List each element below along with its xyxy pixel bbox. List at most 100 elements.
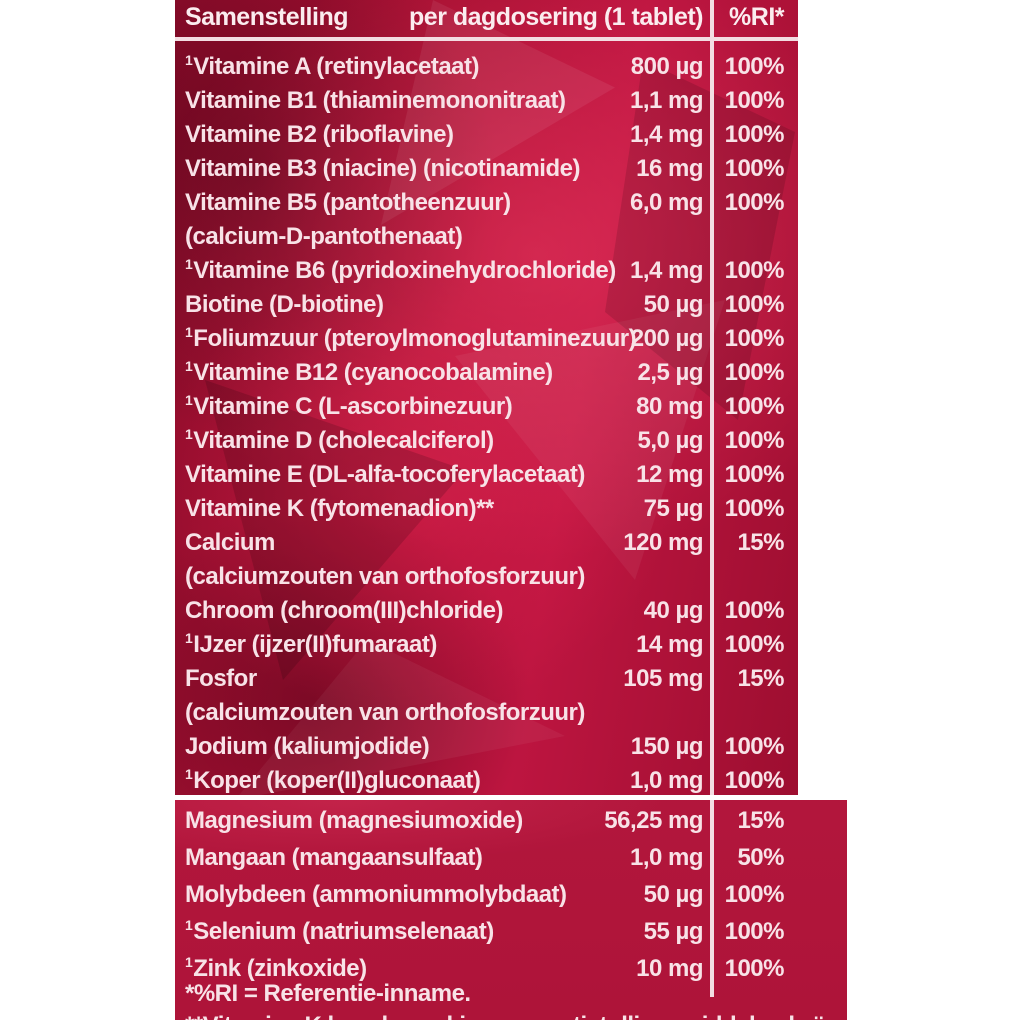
ri-percentage: 15% (737, 665, 784, 692)
nutrient-name: 1 Selenium (natriumselenaat) (185, 916, 494, 945)
footnote-ri-definition: *%RI = Referentie-inname. (185, 980, 471, 1007)
ri-percentage: 100% (724, 291, 785, 318)
nutrient-name: Vitamine E (DL-alfa-tocoferylacetaat) (185, 461, 585, 488)
nutrient-name: Calcium (185, 529, 275, 556)
nutrient-name: Chroom (chroom(III)chloride) (185, 597, 504, 624)
ri-percentage (714, 220, 784, 254)
amount-per-dose: 16 mg (636, 155, 703, 182)
ri-percentage: 100% (724, 427, 785, 454)
ri-percentage: 100% (724, 733, 785, 760)
table-row: Vitamine B5 (pantotheenzuur) 6,0 mg 100% (175, 186, 798, 220)
ri-percentage: 100% (724, 495, 785, 522)
composition-table-extra: Magnesium (magnesiumoxide) 56,25 mg 15% Man… (175, 800, 847, 1020)
ri-percentage: 100% (724, 155, 785, 182)
amount-per-dose (495, 696, 703, 730)
table-row: 1 Vitamine B6 (pyridoxinehydrochloride) 1,… (175, 254, 798, 288)
nutrient-name: Magnesium (magnesiumoxide) (185, 806, 523, 834)
table-row: 1 Vitamine C (L-ascorbinezuur) 80 mg 100% (175, 390, 798, 424)
nutrient-name: 1 Vitamine B12 (cyanocobalamine) (185, 358, 553, 386)
table-row: Fosfor 105 mg 15% (175, 662, 798, 696)
amount-per-dose: 105 mg (623, 665, 703, 692)
nutrient-name: Vitamine B3 (niacine) (nicotinamide) (185, 155, 580, 182)
table-row: Jodium (kaliumjodide) 150 µg 100% (175, 730, 798, 764)
table-row: Vitamine B3 (niacine) (nicotinamide) 16 m… (175, 152, 798, 186)
nutrient-name: Fosfor (185, 665, 257, 692)
ri-percentage: 100% (724, 880, 785, 908)
nutrient-name: 1 Vitamine C (L-ascorbinezuur) (185, 392, 513, 420)
table-row: Molybdeen (ammoniummolybdaat) 50 µg 100% (175, 876, 798, 913)
amount-per-dose: 2,5 µg (637, 359, 703, 386)
table-row: Vitamine B2 (riboflavine) 1,4 mg 100% (175, 118, 798, 152)
ri-percentage: 100% (724, 121, 785, 148)
nutrient-name: 1 Vitamine D (cholecalciferol) (185, 426, 494, 454)
amount-per-dose: 56,25 mg (604, 806, 703, 834)
amount-per-dose: 75 µg (643, 495, 704, 522)
table-row: 1 IJzer (ijzer(II)fumaraat) 14 mg 100% (175, 628, 798, 662)
amount-per-dose: 200 µg (630, 325, 704, 352)
amount-per-dose: 150 µg (630, 733, 704, 760)
nutrient-name: Molybdeen (ammoniummolybdaat) (185, 880, 567, 908)
nutrient-name: 1 IJzer (ijzer(II)fumaraat) (185, 630, 437, 658)
amount-per-dose: 5,0 µg (637, 427, 703, 454)
nutrient-name: Mangaan (mangaansulfaat) (185, 843, 483, 871)
nutrient-name: 1 Vitamine B6 (pyridoxinehydrochloride) (185, 256, 616, 284)
ri-percentage: 15% (737, 806, 784, 834)
ri-percentage: 100% (724, 87, 785, 114)
amount-per-dose: 1,0 mg (629, 767, 704, 794)
ri-percentage: 100% (724, 359, 785, 386)
column-header-samenstelling: Samenstelling (185, 3, 349, 31)
table-row: (calciumzouten van orthofosforzuur) (175, 696, 798, 730)
table-row: Chroom (chroom(III)chloride) 40 µg 100% (175, 594, 798, 628)
ri-percentage: 100% (724, 597, 785, 624)
ri-percentage: 100% (724, 189, 785, 216)
amount-per-dose: 1,1 mg (629, 87, 704, 114)
table-row: 1 Koper (koper(II)gluconaat) 1,0 mg 100% (175, 764, 798, 795)
table-row: 1 Zink (zinkoxide) 10 mg 100% (175, 950, 798, 987)
ri-percentage: 100% (724, 767, 785, 794)
amount-per-dose (495, 560, 703, 594)
table-row: Magnesium (magnesiumoxide) 56,25 mg 15% (175, 802, 798, 839)
composition-table-main: Samenstelling per dagdosering (1 tablet)… (175, 0, 798, 795)
table-row: Mangaan (mangaansulfaat) 1,0 mg 50% (175, 839, 798, 876)
nutrient-name: Vitamine B5 (pantotheenzuur) (185, 189, 511, 216)
ri-percentage: 100% (724, 917, 785, 945)
table-row: Calcium 120 mg 15% (175, 526, 798, 560)
ri-percentage: 100% (724, 257, 785, 284)
amount-per-dose: 120 mg (623, 529, 703, 556)
ri-percentage: 100% (724, 954, 785, 982)
nutrient-name: (calciumzouten van orthofosforzuur) (185, 699, 585, 726)
ri-percentage: 100% (724, 325, 785, 352)
amount-per-dose: 40 µg (643, 597, 704, 624)
table-row: 1 Vitamine D (cholecalciferol) 5,0 µg 100% (175, 424, 798, 458)
table-row: 1 Foliumzuur (pteroylmonoglutaminezuur) 20… (175, 322, 798, 356)
amount-per-dose: 55 µg (643, 917, 704, 945)
table-row: Biotine (D-biotine) 50 µg 100% (175, 288, 798, 322)
amount-per-dose: 12 mg (636, 461, 703, 488)
header-divider-line (175, 37, 798, 41)
nutrient-name: 1 Koper (koper(II)gluconaat) (185, 766, 481, 794)
main-rows: 1 Vitamine A (retinylacetaat) 800 µg 100% Vi… (175, 50, 798, 795)
nutrient-name: Vitamine K (fytomenadion)** (185, 495, 494, 522)
nutrient-name: (calcium-D-pantothenaat) (185, 223, 463, 250)
ri-percentage (714, 696, 784, 730)
amount-per-dose: 1,4 mg (629, 121, 704, 148)
table-row: Vitamine E (DL-alfa-tocoferylacetaat) 12 … (175, 458, 798, 492)
amount-per-dose (495, 220, 703, 254)
nutrient-name: 1 Vitamine A (retinylacetaat) (185, 52, 480, 80)
column-header-ri: %RI* (729, 3, 784, 31)
nutrient-name: 1 Foliumzuur (pteroylmonoglutaminezuur) (185, 324, 637, 352)
table-row: (calcium-D-pantothenaat) (175, 220, 798, 254)
ri-percentage: 50% (737, 843, 784, 871)
amount-per-dose: 80 mg (636, 393, 703, 420)
nutrient-name: (calciumzouten van orthofosforzuur) (185, 563, 585, 590)
nutrient-name: 1 Zink (zinkoxide) (185, 953, 367, 982)
amount-per-dose: 1,4 mg (629, 257, 704, 284)
ri-percentage: 100% (724, 631, 785, 658)
column-divider-line (710, 0, 714, 795)
footnote-vitamine-k: **Vitamine K kan de werking van antistol… (185, 1012, 847, 1020)
ri-percentage (714, 560, 784, 594)
extra-rows: Magnesium (magnesiumoxide) 56,25 mg 15% Man… (175, 802, 798, 987)
column-divider-line (710, 800, 714, 997)
table-row: 1 Vitamine A (retinylacetaat) 800 µg 100% (175, 50, 798, 84)
